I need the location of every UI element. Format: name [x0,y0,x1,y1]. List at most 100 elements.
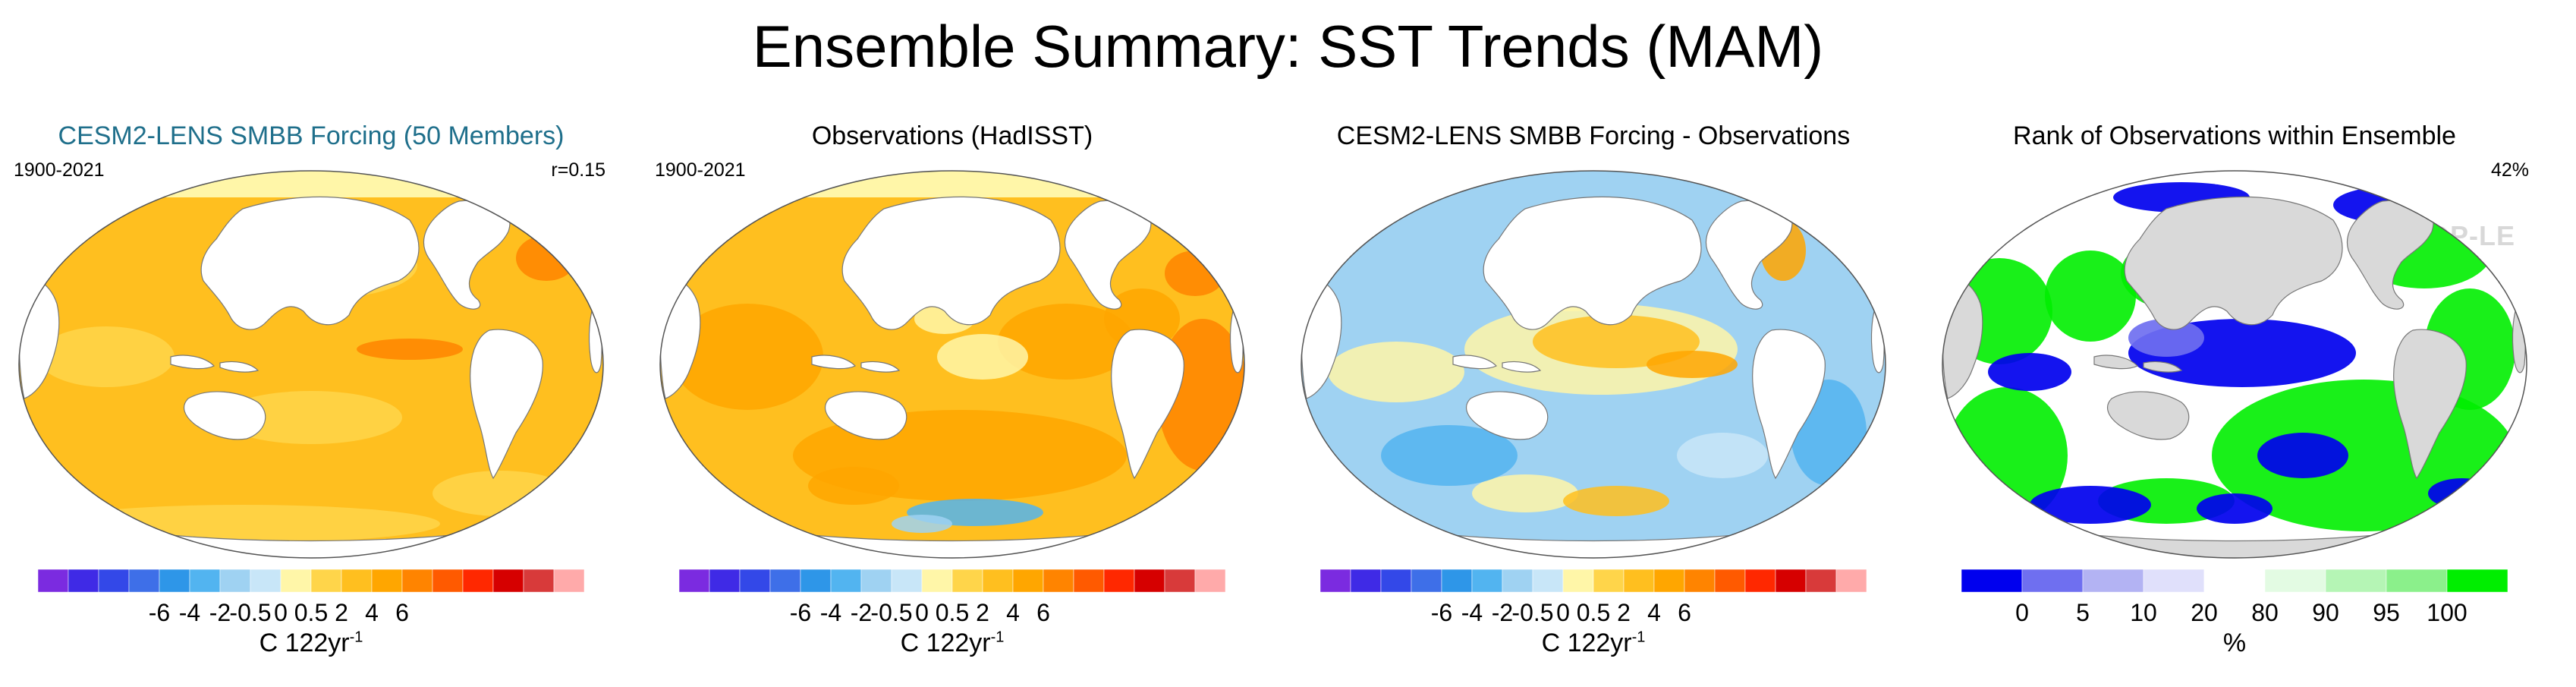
colorbar-swatch [769,569,801,593]
land-mass-8 [1175,196,1210,225]
colorbar-swatch [1961,569,2023,593]
colorbar-unit: C 122yr-1 [900,629,1005,657]
trend-anomaly-10 [1677,433,1768,478]
colorbar-swatch [1319,569,1351,593]
colorbar-tick-label: 4 [1647,599,1661,626]
colorbar-tick-label: 0.5 [294,599,328,626]
land-mass-0 [1483,196,1702,330]
colorbar-tick-label: 2 [335,599,348,626]
colorbar-swatch [432,569,464,593]
panel-observations: Observations (HadISST) 1900-2021 -6 -4 -2-… [649,114,1256,676]
colorbar-swatch [891,569,923,593]
land-mass-1 [2346,200,2434,310]
trend-anomaly-3 [220,391,402,444]
trend-anomaly-9 [892,515,952,533]
trend-anomaly-9 [1381,425,1518,486]
colorbar-tick-label: 20 [2191,599,2218,626]
land-mass-1 [1705,200,1793,310]
colorbar-swatch [310,569,342,593]
land-mass-7 [1502,361,1542,373]
colorbar-tick-label: 4 [365,599,379,626]
colorbar-swatch [1073,569,1105,593]
colorbar-unit: C 122yr-1 [1541,629,1646,657]
trend-anomaly-2 [998,304,1134,380]
trend-anomaly-6 [1563,486,1669,516]
trend-anomaly-5 [1472,474,1578,512]
colorbar-swatch [553,569,585,593]
colorbar-tick-label: -2 [1492,599,1513,626]
colorbar-tick-label: 0.5 [936,599,969,626]
trend-anomaly-3 [1328,342,1464,402]
trend-anomaly-7 [516,235,577,281]
colorbar-swatch [68,569,99,593]
colorbar-swatch [1684,569,1716,593]
land-mass-7 [860,361,901,373]
colorbar-swatch [371,569,403,593]
colorbar-tick-label: 80 [2251,599,2279,626]
colorbar-tick-label: -0.5 [1511,599,1553,626]
colorbar-swatch [341,569,373,593]
colorbar-swatch [1744,569,1776,593]
land-mass-5 [2106,391,2190,440]
land-mass-6 [170,355,215,370]
colorbar-tick-label: 0.5 [1577,599,1610,626]
colorbar-swatch [523,569,555,593]
colorbar-swatch [1532,569,1564,593]
colorbar-swatch [2325,569,2387,593]
colorbar-swatch [2082,569,2144,593]
land-mass-6 [1452,355,1498,370]
colorbar-tick-label: -4 [820,599,841,626]
rank-low-region-5 [2197,493,2272,524]
colorbar-swatch [2021,569,2084,593]
colorbar-swatch [189,569,221,593]
land-mass-0 [2124,196,2343,330]
colorbar-tick-label: 2 [1617,599,1631,626]
rank-map [1942,170,2527,559]
colorbar-swatch [678,569,710,593]
colorbar-tick-label: 0 [915,599,929,626]
colorbar-tick-label: 6 [1678,599,1691,626]
colorbar-swatch [1012,569,1044,593]
colorbar-swatch [921,569,953,593]
colorbar-tick-label: -6 [790,599,811,626]
colorbar-swatch [1653,569,1685,593]
colorbar-swatch [462,569,494,593]
colorbar-tick-label: 0 [274,599,288,626]
trend-anomaly-0 [672,304,823,410]
colorbar-swatch [2264,569,2326,593]
land-mass-5 [1465,391,1549,440]
trend-anomaly-5 [46,505,440,543]
colorbar-tick-label: -2 [851,599,872,626]
land-mass-6 [2093,355,2139,370]
land-mass-8 [1816,196,1851,225]
colorbar-tick-label: 4 [1006,599,1020,626]
land-mass-5 [183,391,266,440]
colorbar-tick-label: 6 [395,599,409,626]
colorbar-swatch [1502,569,1533,593]
land-mass-7 [219,361,259,373]
figure-title: Ensemble Summary: SST Trends (MAM) [752,13,1824,80]
colorbar-swatch [2143,569,2205,593]
colorbar-swatch [401,569,433,593]
panel-rank: Rank of Observations within Ensemble 42%… [1931,114,2538,676]
colorbar-swatch [1134,569,1165,593]
colorbar-tick-label: -6 [149,599,170,626]
colorbar-swatch [1623,569,1655,593]
colorbar-swatch [128,569,160,593]
colorbar: 0 5 10 20 80 90 95 100 [1961,569,2508,626]
colorbar-swatch [1714,569,1746,593]
colorbar-tick-label: 0 [1556,599,1570,626]
trend-anomaly-2 [38,326,175,387]
rank-low-region-4 [2030,486,2151,524]
land-mass-2 [1111,329,1184,480]
panel-ensemble-mean: CESM2-LENS SMBB Forcing (50 Members) 190… [8,114,615,676]
period-label: 1900-2021 [655,159,746,181]
period-label: 1900-2021 [14,159,105,181]
colorbar-tick-label: -0.5 [229,599,271,626]
land-mass-5 [824,391,907,440]
rank-low-region-2 [1988,353,2071,391]
colorbar-swatch [800,569,832,593]
sst-trend-difference-map [1301,170,1886,559]
colorbar-tick-label: 0 [2015,599,2029,626]
land-mass-1 [423,200,511,310]
